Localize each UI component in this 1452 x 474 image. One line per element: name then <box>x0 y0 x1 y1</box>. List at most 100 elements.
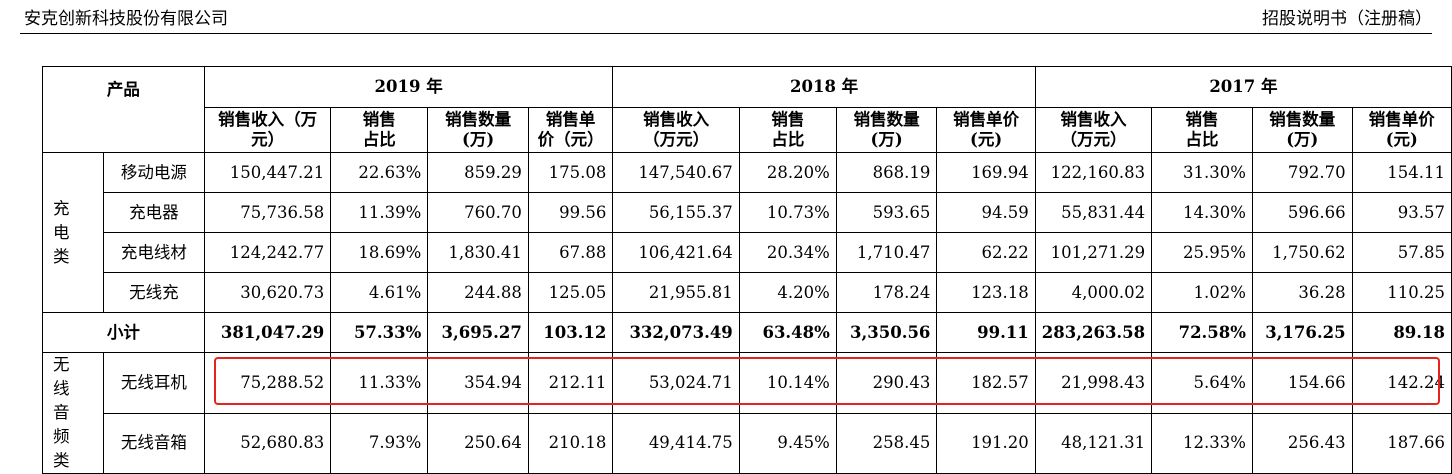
product-name: 充电器 <box>103 192 205 233</box>
table-cell: 125.05 <box>527 272 614 313</box>
col-header: 销售收入（万元） <box>1034 107 1153 153</box>
col-header: 销售数量 (万) <box>1251 107 1353 153</box>
table-cell: 110.25 <box>1351 272 1452 313</box>
table-cell: 14.30% <box>1151 192 1253 233</box>
table-cell: 178.24 <box>835 272 938 313</box>
table-row: 充电线材 124,242.77 18.69% 1,830.41 67.88 106,421… <box>43 232 1452 273</box>
table-cell: 103.12 <box>527 312 614 353</box>
table-row: 无线音箱 52,680.83 7.93% 250.64 210.18 49,414.75 9… <box>43 412 1452 474</box>
table-cell: 55,831.44 <box>1034 192 1153 233</box>
table-cell: 28.20% <box>738 152 837 193</box>
table-cell: 11.39% <box>330 192 429 233</box>
table-cell: 4.61% <box>330 272 429 313</box>
table-cell: 62.22 <box>936 232 1036 273</box>
year-header-2019: 2019 年 <box>203 66 614 108</box>
table-cell: 256.43 <box>1251 412 1353 474</box>
col-header: 销售收入（万元） <box>612 107 740 153</box>
table-cell: 4,000.02 <box>1034 272 1153 313</box>
sales-table: 产品 2019 年 2018 年 2017 年 销售收入（万 元） 销售 占比 销售… <box>42 66 1452 474</box>
subtotal-row: 小计 381,047.29 57.33% 3,695.27 103.12 332,073.… <box>42 312 1452 353</box>
table-cell: 175.08 <box>527 152 614 193</box>
table-cell: 332,073.49 <box>612 312 740 353</box>
table-cell: 859.29 <box>427 152 529 193</box>
table-cell: 49,414.75 <box>612 412 740 474</box>
table-cell: 191.20 <box>936 412 1036 474</box>
col-header: 销售数量 (万) <box>835 107 938 153</box>
table-cell: 25.95% <box>1151 232 1253 273</box>
table-cell: 596.66 <box>1251 192 1353 233</box>
table-cell: 10.14% <box>738 352 837 414</box>
table-cell: 75,288.52 <box>203 352 332 414</box>
table-cell: 3,695.27 <box>427 312 529 353</box>
col-header: 销售 占比 <box>330 107 429 153</box>
year-header-2018: 2018 年 <box>612 66 1036 108</box>
table-cell: 99.56 <box>527 192 614 233</box>
table-cell: 792.70 <box>1251 152 1353 193</box>
table-cell: 154.11 <box>1351 152 1452 193</box>
table-cell: 21,998.43 <box>1034 352 1153 414</box>
col-header: 销售单价 (元) <box>1351 107 1452 153</box>
product-name: 无线音箱 <box>103 412 205 474</box>
table-cell: 89.18 <box>1351 312 1452 353</box>
table-cell: 94.59 <box>936 192 1036 233</box>
table-cell: 250.64 <box>427 412 529 474</box>
table-cell: 150,447.21 <box>203 152 332 193</box>
table-cell: 63.48% <box>738 312 837 353</box>
table-cell: 5.64% <box>1151 352 1253 414</box>
table-cell: 1,830.41 <box>427 232 529 273</box>
table-cell: 52,680.83 <box>203 412 332 474</box>
table-cell: 53,024.71 <box>612 352 740 414</box>
document-type: 招股说明书（注册稿） <box>1262 9 1432 29</box>
table-cell: 868.19 <box>835 152 938 193</box>
table-cell: 258.45 <box>835 412 938 474</box>
col-header: 销售收入（万元） <box>203 107 332 153</box>
table-cell: 182.57 <box>936 352 1036 414</box>
table-cell: 31.30% <box>1151 152 1253 193</box>
table-row: 充电器 75,736.58 11.39% 760.70 99.56 56,155.37 10… <box>43 192 1452 233</box>
table-cell: 147,540.67 <box>612 152 740 193</box>
table-row: 充电类移动电源 150,447.21 22.63% 859.29 175.08 147,5… <box>42 152 1452 313</box>
table-cell: 142.24 <box>1351 352 1452 414</box>
table-cell: 169.94 <box>936 152 1036 193</box>
table-cell: 12.33% <box>1151 412 1253 474</box>
subtotal-label: 小计 <box>42 312 205 353</box>
table-cell: 57.85 <box>1351 232 1452 273</box>
table-cell: 72.58% <box>1151 312 1253 353</box>
col-header: 销售 占比 <box>1151 107 1253 153</box>
table-cell: 57.33% <box>330 312 429 353</box>
table-cell: 1,710.47 <box>835 232 938 273</box>
col-header: 销售 占比 <box>738 107 837 153</box>
table-cell: 244.88 <box>427 272 529 313</box>
table-cell: 210.18 <box>527 412 614 474</box>
table-cell: 354.94 <box>427 352 529 414</box>
table-cell: 381,047.29 <box>203 312 332 353</box>
table-cell: 760.70 <box>427 192 529 233</box>
product-name: 充电线材 <box>103 232 205 273</box>
table-cell: 75,736.58 <box>203 192 332 233</box>
column-header-row: 销售收入（万 元） 销售 占比 销售数量 (万) 销售单 价（元） 销售收入 （万元） 销… <box>43 107 1452 153</box>
table-cell: 10.73% <box>738 192 837 233</box>
table-row: 无线 音频类无线耳机 75,288.52 11.33% 354.94 212.11 53,0… <box>42 352 1452 474</box>
table-cell: 283,263.58 <box>1034 312 1153 353</box>
table-cell: 106,421.64 <box>612 232 740 273</box>
table-cell: 1.02% <box>1151 272 1253 313</box>
table-cell: 36.28 <box>1251 272 1353 313</box>
col-header: 销售单 价（元） <box>527 107 614 153</box>
table-cell: 30,620.73 <box>203 272 332 313</box>
table-cell: 290.43 <box>835 352 938 414</box>
product-name: 无线耳机 <box>103 352 205 414</box>
product-header: 产品 <box>42 66 205 153</box>
header-rule <box>20 33 1432 34</box>
table-cell: 67.88 <box>527 232 614 273</box>
table-cell: 124,242.77 <box>203 232 332 273</box>
table-cell: 4.20% <box>738 272 837 313</box>
table-cell: 9.45% <box>738 412 837 474</box>
table-cell: 154.66 <box>1251 352 1353 414</box>
table-cell: 3,176.25 <box>1251 312 1353 353</box>
category-charging: 充电类 <box>42 152 104 313</box>
product-name: 移动电源 <box>103 152 205 193</box>
table-cell: 101,271.29 <box>1034 232 1153 273</box>
table-cell: 123.18 <box>936 272 1036 313</box>
table-cell: 93.57 <box>1351 192 1452 233</box>
table-row: 无线充 30,620.73 4.61% 244.88 125.05 21,955.81 4.… <box>43 272 1452 313</box>
